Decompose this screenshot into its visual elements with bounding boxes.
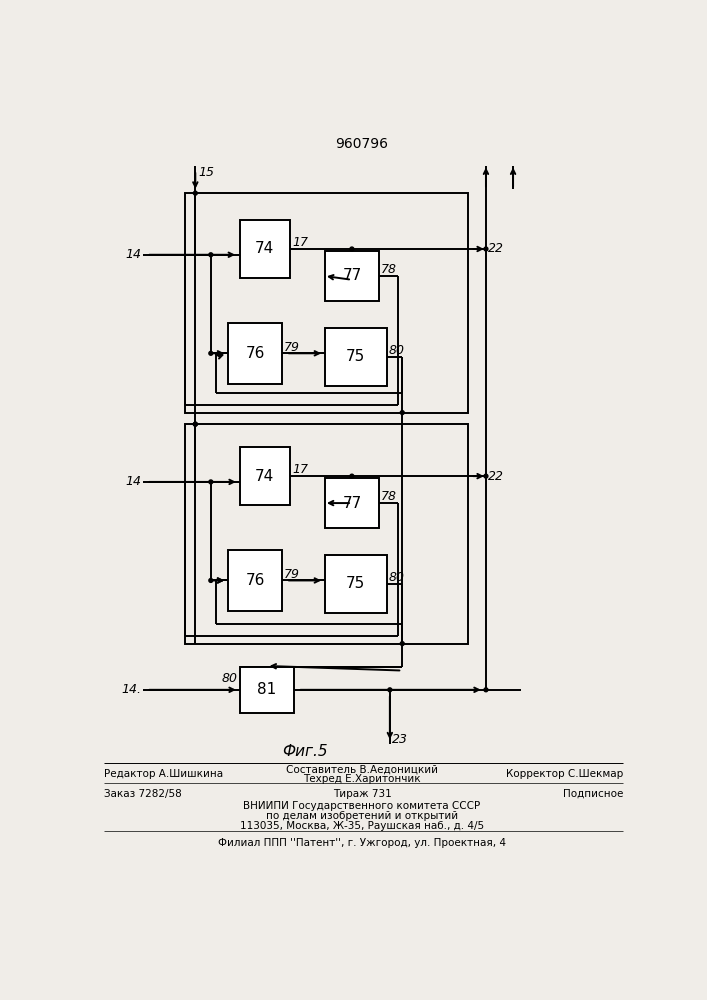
Text: 74: 74 [255, 241, 274, 256]
Text: 17: 17 [292, 463, 308, 476]
Circle shape [194, 422, 197, 426]
Text: 960796: 960796 [335, 137, 388, 151]
Text: 77: 77 [342, 496, 361, 511]
Circle shape [194, 191, 197, 195]
Text: Корректор С.Шекмар: Корректор С.Шекмар [506, 769, 623, 779]
Text: 22: 22 [489, 242, 504, 255]
Text: 74: 74 [255, 469, 274, 484]
Bar [185, 424, 468, 644]
Text: 17: 17 [292, 236, 308, 249]
Bar [185, 193, 468, 413]
Text: Тираж 731: Тираж 731 [332, 789, 392, 799]
Bar [325, 555, 387, 613]
Text: 81: 81 [257, 682, 276, 697]
Text: 76: 76 [245, 346, 264, 361]
Bar [228, 550, 282, 611]
Text: Филиал ППП ''Патент'', г. Ужгород, ул. Проектная, 4: Филиал ППП ''Патент'', г. Ужгород, ул. П… [218, 838, 506, 848]
Bar [228, 323, 282, 384]
Bar [240, 220, 290, 278]
Text: ВНИИПИ Государственного комитета СССР: ВНИИПИ Государственного комитета СССР [243, 801, 481, 811]
Circle shape [484, 247, 488, 251]
Text: 80: 80 [388, 571, 404, 584]
Circle shape [400, 411, 404, 415]
Text: Техред Е.Харитончик: Техред Е.Харитончик [303, 774, 421, 784]
Circle shape [209, 579, 213, 582]
Circle shape [484, 688, 488, 692]
Text: 14.: 14. [121, 683, 141, 696]
Bar [325, 478, 379, 528]
Text: 75: 75 [346, 576, 366, 591]
Bar [240, 447, 290, 505]
Circle shape [350, 474, 354, 478]
Text: 14: 14 [125, 475, 141, 488]
Bar [325, 328, 387, 386]
Text: 80: 80 [221, 672, 237, 685]
Circle shape [209, 253, 213, 257]
Text: 76: 76 [245, 573, 264, 588]
Bar [240, 667, 293, 713]
Circle shape [388, 688, 392, 692]
Text: 78: 78 [380, 263, 397, 276]
Circle shape [194, 422, 197, 426]
Circle shape [350, 247, 354, 251]
Text: 79: 79 [284, 341, 300, 354]
Text: 77: 77 [342, 268, 361, 283]
Text: 78: 78 [380, 490, 397, 503]
Text: Редактор А.Шишкина: Редактор А.Шишкина [104, 769, 223, 779]
Circle shape [209, 480, 213, 484]
Text: по делам изобретений и открытий: по делам изобретений и открытий [266, 811, 458, 821]
Circle shape [484, 474, 488, 478]
Text: Составитель В.Аедоницкий: Составитель В.Аедоницкий [286, 764, 438, 774]
Text: 75: 75 [346, 349, 366, 364]
Text: 80: 80 [388, 344, 404, 357]
Text: 79: 79 [284, 568, 300, 581]
Bar [325, 251, 379, 301]
Circle shape [209, 351, 213, 355]
Text: 23: 23 [392, 733, 408, 746]
Text: 15: 15 [199, 166, 214, 179]
Text: Фиг.5: Фиг.5 [283, 744, 328, 759]
Text: 14: 14 [125, 248, 141, 261]
Text: Подписное: Подписное [563, 789, 623, 799]
Text: Заказ 7282/58: Заказ 7282/58 [104, 789, 182, 799]
Text: 113035, Москва, Ж-35, Раушская наб., д. 4/5: 113035, Москва, Ж-35, Раушская наб., д. … [240, 821, 484, 831]
Text: 22: 22 [489, 470, 504, 483]
Circle shape [400, 642, 404, 646]
